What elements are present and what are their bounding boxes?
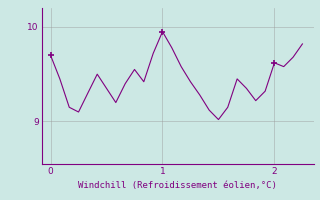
- X-axis label: Windchill (Refroidissement éolien,°C): Windchill (Refroidissement éolien,°C): [78, 181, 277, 190]
